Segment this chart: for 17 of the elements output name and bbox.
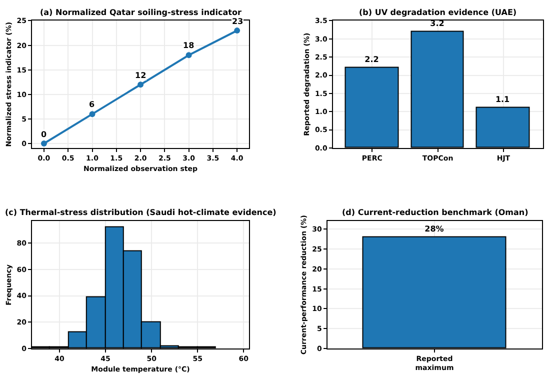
- data-label: 28%: [424, 224, 444, 234]
- point: [234, 28, 240, 34]
- chart-title: (c) Thermal-stress distribution (Saudi hot-climate evidence): [5, 208, 276, 217]
- data-label: 1.1: [495, 95, 510, 104]
- point: [89, 111, 96, 118]
- chart-title: (d) Current-reduction benchmark (Oman): [342, 208, 528, 217]
- data-label: 18: [183, 41, 195, 50]
- data-label: 2.2: [364, 55, 379, 64]
- data-label: 23: [232, 17, 244, 26]
- data-label: 0: [41, 130, 47, 139]
- data-label: 6: [89, 100, 95, 109]
- point: [138, 82, 144, 88]
- data-label: 12: [135, 71, 146, 80]
- chart-title: (a) Normalized Qatar soiling-stress indicator: [40, 8, 242, 17]
- chart-title: (b) UV degradation evidence (UAE): [359, 8, 517, 17]
- point: [40, 140, 47, 147]
- point: [186, 52, 192, 58]
